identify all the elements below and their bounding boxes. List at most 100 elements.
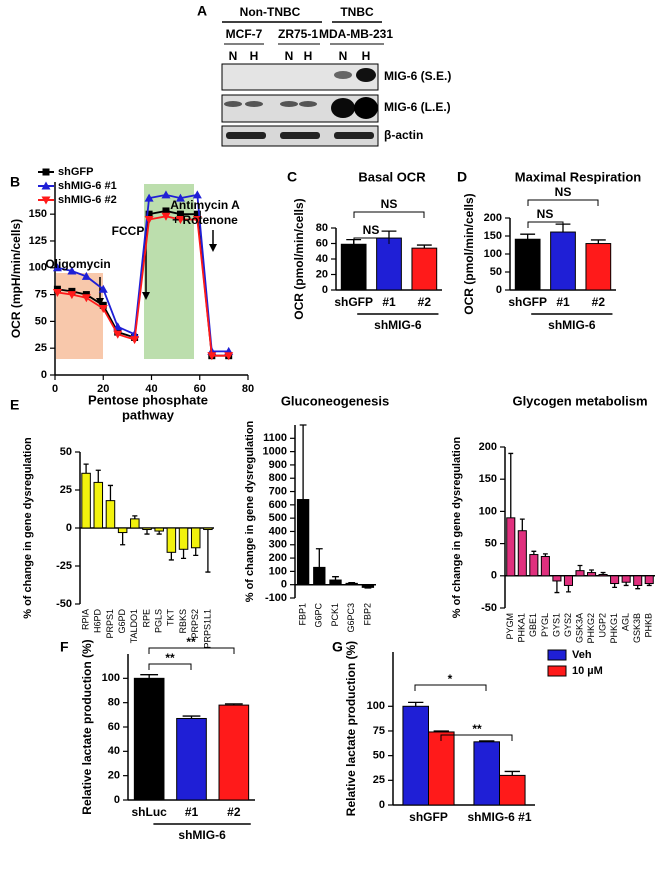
y-tick-label: 100 [269,565,287,577]
x-tick-label: 60 [194,383,206,395]
y-axis-label: OCR (mpH/min/cells) [9,219,23,338]
error-bar [600,571,606,575]
x-tick-label: PHKG1 [609,613,619,644]
annotation: FCCP [112,224,145,238]
y-tick-label: 20 [316,268,328,280]
bar [190,527,201,549]
y-tick-label: 200 [479,441,497,453]
marker [207,352,217,361]
bar [540,555,550,577]
bar [529,554,539,577]
x-tick-label: TALDO1 [129,609,139,643]
bracket [440,734,513,741]
marker [67,291,77,300]
bracket [527,221,564,228]
y-tick-label: 400 [269,525,287,537]
annotation: ** [472,722,482,736]
error-bar [508,452,514,518]
x-tick-label: #1 [556,295,570,309]
marker [144,193,154,202]
bar [340,243,367,291]
legend-swatch [547,649,567,661]
error-bar [577,564,583,571]
y-tick-label: 800 [269,472,287,484]
lane-label: H [362,49,371,63]
bar [402,705,430,806]
error-bar [504,770,520,776]
error-bar [83,463,89,474]
bar [329,579,342,586]
error-bar [332,576,339,581]
x-tick-label: 80 [242,383,254,395]
chart-panel: F 0 20 40 60 80 100 Relative lactate production… [60,635,255,842]
y-tick-label: 0 [66,522,72,534]
y-tick-label: 80 [108,697,120,709]
y-tick-label: -50 [481,602,497,614]
annotation: NS [555,185,572,199]
x-tick-label: RPE [141,609,151,628]
y-tick-label: 20 [108,770,120,782]
y-tick-label: 200 [484,212,502,224]
y-tick-label: 150 [479,473,497,485]
bar [133,677,165,801]
error-bar [479,740,495,742]
panel-label: G [332,639,343,655]
error-bar [224,703,243,706]
y-tick-label: 50 [60,446,72,458]
x-tick-label: #1 [382,295,396,309]
bar [93,481,104,529]
y-tick-label: 25 [373,774,385,786]
annotation: Antimycin A [170,198,240,212]
marker [161,190,171,199]
error-bar [205,529,211,573]
x-tick-label: GYS1 [551,613,561,637]
y-tick-label: 0 [281,579,287,591]
error-bar [140,674,159,679]
marker [175,193,185,202]
x-tick-label: GSK3B [632,613,642,643]
lane-label: N [339,49,348,63]
chart-panel: D Maximal Respiration 0 50 100 150 200 OCR (pmo… [457,169,641,332]
error-bar [590,239,606,244]
y-tick-label: 100 [484,248,502,260]
error-bar [612,583,618,589]
y-tick-label: 75 [35,288,47,300]
x-tick-label: PHKG2 [586,613,596,644]
error-bar [566,585,571,593]
chart-panel: C Basal OCR 0 20 40 60 80 OCR (pmol/min/cells) s… [287,169,442,332]
marker [113,322,123,331]
error-bar [168,552,174,561]
y-tick-label: 600 [269,499,287,511]
group-label: Non-TNBC [240,5,301,19]
y-tick-label: 1100 [263,432,287,444]
x-tick-label: #2 [227,805,241,819]
bar [473,741,501,806]
error-bar [299,424,307,500]
marker [192,216,202,225]
x-tick-label: 0 [52,383,58,395]
x-tick-label: PRPS1L1 [202,609,212,649]
y-axis-label: OCR (pmol/min/cells) [292,198,306,319]
band-label: β-actin [384,128,423,142]
x-tick-label: GYS2 [563,613,573,637]
legend-swatch [547,665,567,677]
x-tick-label: FBP1 [297,603,307,626]
y-tick-label: 150 [484,230,502,242]
chart-title: Pentose phosphate [88,392,208,407]
group-label: shMIG-6 [178,828,226,842]
cell-line: MCF-7 [226,27,263,41]
bar [81,472,91,529]
blot-image [221,63,379,147]
x-tick-label: PHKB [644,613,654,638]
x-tick-label: PGLS [154,609,164,633]
x-tick-label: AGL [621,613,631,631]
x-tick-label: UGP2 [597,613,607,638]
bar [154,527,164,532]
panel-label: D [457,169,467,185]
y-tick-label: 50 [490,266,502,278]
legend-label: 10 µM [572,665,603,677]
error-bar [144,529,150,535]
marker [130,336,140,345]
